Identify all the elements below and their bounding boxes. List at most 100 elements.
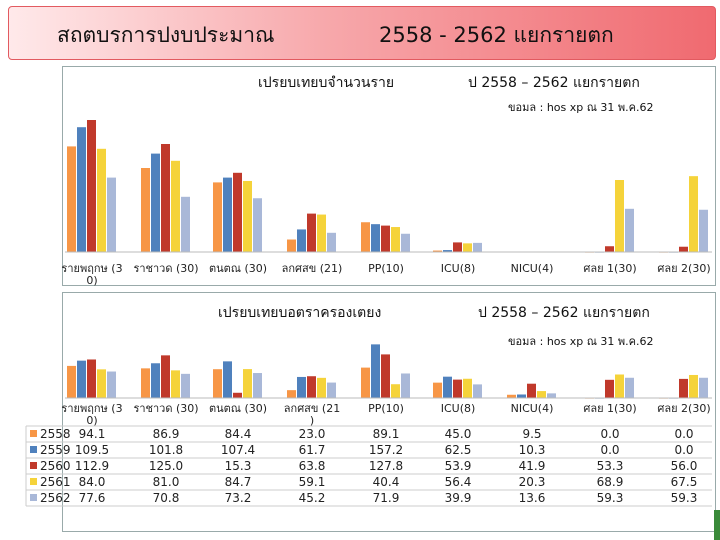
table-cell-2561-4: 40.4: [373, 475, 400, 489]
chart1-bar-2560-4: [381, 225, 390, 252]
chart2-bar-2561-5: [463, 378, 472, 398]
table-cell-2561-7: 68.9: [597, 475, 624, 489]
chart2-bar-2562-8: [699, 377, 708, 398]
table-cell-2559-3: 61.7: [299, 443, 326, 457]
chart1-bar-2558-0: [67, 146, 76, 252]
chart1-bar-2561-1: [171, 160, 180, 252]
chart1-bar-2558-4: [361, 222, 370, 252]
chart2-bar-2558-5: [433, 382, 442, 398]
chart1-bar-2558-3: [287, 239, 296, 252]
table-row-label-2558: 2558: [40, 427, 71, 441]
table-cell-2559-7: 0.0: [600, 443, 619, 457]
table-cell-2559-8: 0.0: [674, 443, 693, 457]
chart2-bar-2560-5: [453, 379, 462, 398]
table-cell-2562-4: 71.9: [373, 491, 400, 505]
chart2-bar-2561-8: [689, 374, 698, 398]
chart2-bar-2561-0: [97, 369, 106, 398]
header-banner: สถตบรการปงบประมาณ 2558 - 2562 แยกรายตก: [8, 6, 716, 60]
chart2-bar-2560-1: [161, 355, 170, 398]
table-cell-2562-6: 13.6: [519, 491, 546, 505]
header-title-right: 2558 - 2562 แยกรายตก: [379, 23, 614, 47]
chart2-bar-2560-6: [527, 383, 536, 398]
table-cell-2561-3: 59.1: [299, 475, 326, 489]
chart2-bar-2559-4: [371, 344, 380, 398]
chart1-bar-2558-2: [213, 182, 222, 252]
chart2-bar-2560-4: [381, 354, 390, 398]
chart1-bar-2559-0: [77, 127, 86, 252]
table-cell-2561-6: 20.3: [519, 475, 546, 489]
table-cell-2559-1: 101.8: [149, 443, 183, 457]
table-cell-2560-1: 125.0: [149, 459, 183, 473]
table-row-label-2560: 2560: [40, 459, 71, 473]
chart2-bar-2558-2: [213, 369, 222, 398]
chart2-tick-label-5-0: ICU(8): [441, 402, 476, 415]
chart2-bar-2559-5: [443, 376, 452, 398]
table-legend-key-2562: [30, 494, 37, 501]
chart2-bar-2558-0: [67, 365, 76, 398]
chart1-bar-2558-1: [141, 168, 150, 252]
chart2-tick-label-0-0: รายพฤกษ (3: [61, 402, 122, 415]
chart2-bar-2559-2: [223, 361, 232, 398]
table-cell-2562-0: 77.6: [79, 491, 106, 505]
chart1-bar-2558-5: [433, 250, 442, 252]
chart1-bar-2562-3: [327, 232, 336, 252]
chart2-bar-2562-3: [327, 382, 336, 398]
chart1-tick-label-6-0: NICU(4): [511, 262, 554, 275]
chart2-bar-2561-1: [171, 370, 180, 398]
chart2-bar-2562-0: [107, 371, 116, 398]
chart2-source: ขอมล : hos xp ณ 31 พ.ค.62: [508, 335, 654, 348]
table-legend-key-2560: [30, 462, 37, 469]
chart1-bar-2559-2: [223, 177, 232, 252]
table-cell-2558-7: 0.0: [600, 427, 619, 441]
chart1-bar-2562-1: [181, 196, 190, 252]
chart2-tick-label-3-0: ลกศสข (21: [284, 402, 340, 415]
chart2-tick-label-2-0: ตนตณ (30): [209, 402, 267, 415]
chart2-tick-label-8-0: ศลย 2(30): [657, 402, 710, 415]
table-cell-2559-6: 10.3: [519, 443, 546, 457]
chart1-bar-2562-2: [253, 198, 262, 252]
table-cell-2560-2: 15.3: [225, 459, 252, 473]
table-cell-2562-7: 59.3: [597, 491, 624, 505]
chart1-bar-2562-8: [699, 209, 708, 252]
table-cell-2559-0: 109.5: [75, 443, 109, 457]
table-cell-2562-1: 70.8: [153, 491, 180, 505]
chart2-tick-label-3-1: ): [310, 414, 314, 427]
chart2-bar-2562-7: [625, 377, 634, 398]
chart2-bar-2561-6: [537, 391, 546, 398]
table-cell-2561-8: 67.5: [671, 475, 698, 489]
chart1-bar-2561-5: [463, 243, 472, 252]
chart1-bar-2562-4: [401, 233, 410, 252]
chart1-bar-2561-7: [615, 180, 624, 252]
chart2-tick-label-1-0: ราชาวด (30): [133, 402, 198, 415]
table-cell-2558-2: 84.4: [225, 427, 252, 441]
chart2-tick-label-0-1: 0): [86, 414, 97, 427]
chart1-bar-2559-1: [151, 153, 160, 252]
chart2-title-left: เปรยบเทยบอตราครองเตยง: [218, 305, 382, 321]
chart1-title-right: ป 2558 – 2562 แยกรายตก: [468, 75, 640, 91]
table-cell-2562-8: 59.3: [671, 491, 698, 505]
table-cell-2562-2: 73.2: [225, 491, 252, 505]
table-cell-2560-8: 56.0: [671, 459, 698, 473]
chart1-bar-2562-7: [625, 208, 634, 252]
chart2-bar-2559-3: [297, 376, 306, 398]
chart1-bar-2561-8: [689, 176, 698, 252]
table-cell-2562-5: 39.9: [445, 491, 472, 505]
chart1-bar-2562-0: [107, 177, 116, 252]
chart-panel-occupancy: [62, 292, 716, 532]
chart2-bar-2560-3: [307, 376, 316, 398]
table-cell-2560-7: 53.3: [597, 459, 624, 473]
chart1-bar-2559-5: [443, 250, 452, 252]
chart2-bar-2562-4: [401, 373, 410, 398]
chart1-bar-2561-0: [97, 148, 106, 252]
chart2-bar-2561-4: [391, 384, 400, 398]
chart1-bar-2560-8: [679, 246, 688, 252]
chart1-bar-2560-3: [307, 213, 316, 252]
chart1-tick-label-4-0: PP(10): [368, 262, 404, 275]
chart1-bar-2560-1: [161, 144, 170, 252]
chart2-bar-2560-2: [233, 392, 242, 398]
chart2-bar-2559-0: [77, 360, 86, 398]
chart1-tick-label-1-0: ราชาวด (30): [133, 262, 198, 275]
table-cell-2558-4: 89.1: [373, 427, 400, 441]
table-row-label-2561: 2561: [40, 475, 71, 489]
